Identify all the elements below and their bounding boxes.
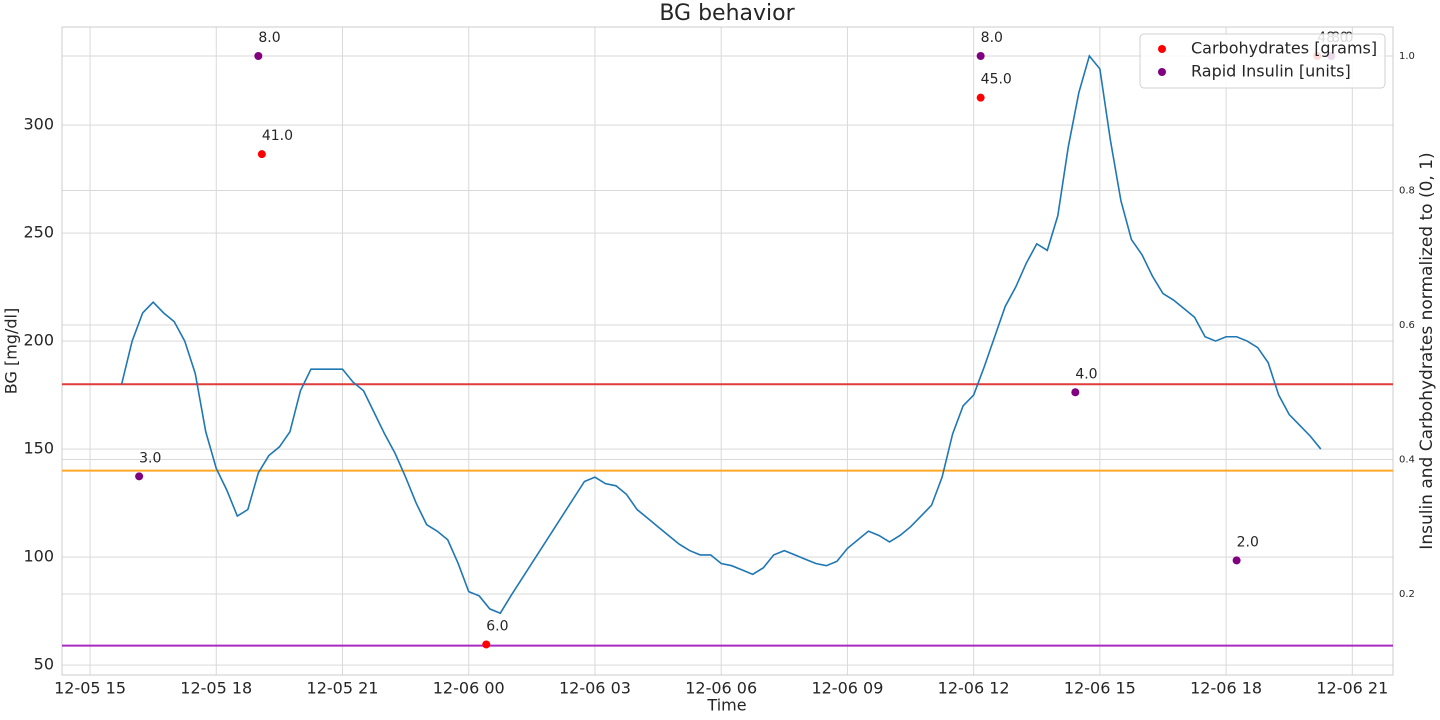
point-annotation: 41.0: [262, 128, 293, 144]
point-annotation: 4.0: [1075, 366, 1097, 382]
legend-label: Carbohydrates [grams]: [1191, 39, 1377, 58]
y2-tick-label: 0.6: [1399, 320, 1415, 331]
y2-tick-label: 0.4: [1399, 455, 1415, 466]
data-point: [976, 93, 985, 102]
x-tick-label: 12-05 18: [180, 679, 252, 698]
point-annotation: 8.0: [981, 30, 1003, 46]
y2-tick-label: 0.2: [1399, 589, 1415, 600]
data-point: [482, 640, 491, 649]
x-tick-label: 12-06 06: [685, 679, 757, 698]
data-point: [254, 51, 263, 60]
y2-tick-label: 0.8: [1399, 185, 1415, 196]
data-point: [257, 150, 266, 159]
x-tick-label: 12-05 21: [307, 679, 379, 698]
plot-frame: [61, 26, 1394, 676]
y-tick-label: 100: [23, 547, 54, 566]
y-tick-label: 300: [23, 115, 54, 134]
legend-label: Rapid Insulin [units]: [1191, 62, 1351, 81]
y-tick-label: 50: [34, 655, 54, 674]
y-tick-label: 200: [23, 331, 54, 350]
x-tick-label: 12-06 03: [559, 679, 631, 698]
bg-line: [120, 54, 1322, 615]
legend-marker: [1158, 68, 1166, 76]
point-annotation: 6.0: [486, 618, 508, 634]
x-tick-label: 12-06 00: [433, 679, 505, 698]
x-tick-label: 12-06 15: [1064, 679, 1136, 698]
point-annotation: 8.0: [258, 30, 280, 46]
x-tick-label: 12-06 18: [1190, 679, 1262, 698]
x-tick-label: 12-06 21: [1316, 679, 1388, 698]
x-axis-label: Time: [706, 696, 746, 715]
data-point: [1071, 388, 1080, 397]
y-tick-label: 250: [23, 223, 54, 242]
data-point: [1232, 556, 1241, 565]
chart-title: BG behavior: [659, 1, 795, 26]
point-annotation: 45.0: [981, 72, 1012, 88]
x-tick-label: 12-06 12: [938, 679, 1010, 698]
data-point: [135, 472, 144, 481]
y-axis-label: BG [mg/dl]: [2, 308, 21, 394]
y2-axis-label: Insulin and Carbohydrates normalized to …: [1417, 152, 1437, 549]
x-tick-label: 12-06 09: [811, 679, 883, 698]
data-point: [976, 51, 985, 60]
y2-tick-label: 1.0: [1399, 51, 1415, 62]
y-tick-label: 150: [23, 439, 54, 458]
legend-box: [1139, 33, 1386, 89]
legend-marker: [1158, 45, 1166, 53]
point-annotation: 2.0: [1237, 534, 1259, 550]
point-annotation: 3.0: [139, 450, 161, 466]
x-tick-label: 12-05 15: [54, 679, 126, 698]
